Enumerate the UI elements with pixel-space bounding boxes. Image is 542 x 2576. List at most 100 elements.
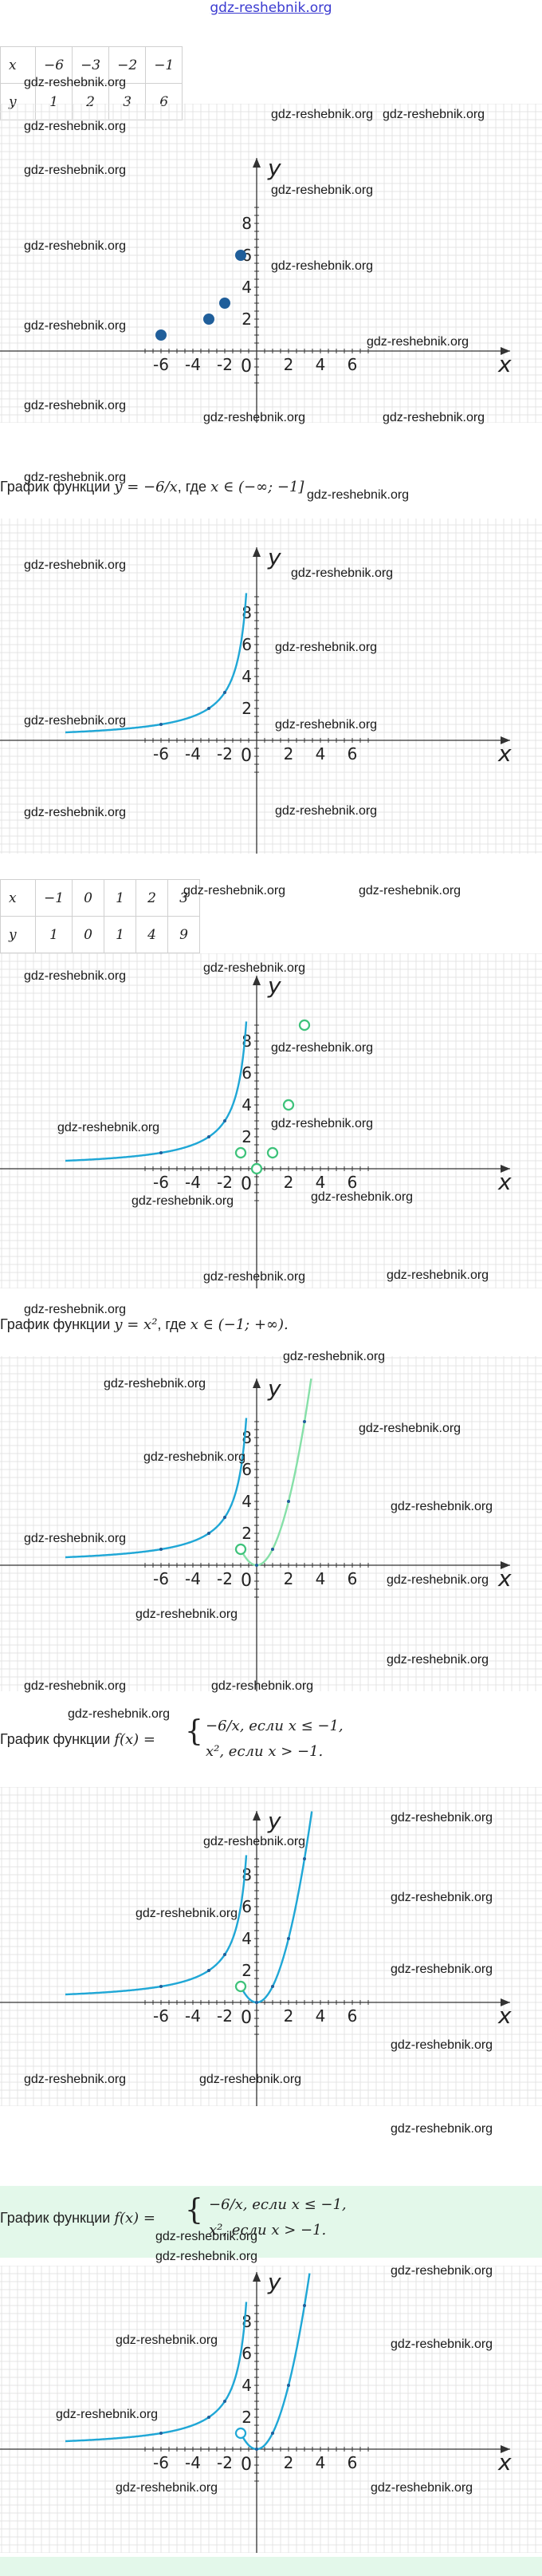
y-axis-label: y [267, 2269, 281, 2295]
x-tick-label: -6 [153, 1569, 169, 1588]
x-tick-label: -4 [185, 1569, 201, 1588]
watermark-text: gdz-reshebnik.org [391, 1891, 493, 1904]
watermark-text: gdz-reshebnik.org [391, 2337, 493, 2351]
x-tick-label: 2 [284, 1569, 294, 1588]
curve-point [207, 707, 210, 710]
x-tick-label: 4 [316, 2006, 326, 2026]
watermark-text: gdz-reshebnik.org [387, 1268, 489, 1282]
curve-point [223, 1516, 226, 1519]
data-point [266, 1146, 279, 1159]
table-cell: 1 [104, 916, 137, 953]
parabola-curve [240, 2273, 311, 2451]
curve-point [271, 2432, 274, 2435]
hyperbola-curve [239, 593, 248, 645]
watermark-text: gdz-reshebnik.org [57, 1121, 160, 1134]
table-cell: 0 [72, 916, 105, 953]
data-point [219, 298, 230, 309]
curve-point [159, 2432, 163, 2435]
data-point [234, 1146, 247, 1159]
watermark-text: gdz-reshebnik.org [68, 1707, 171, 1721]
watermark-text: gdz-reshebnik.org [291, 566, 394, 580]
x-tick-label: 6 [348, 1173, 358, 1192]
curve-point [271, 1985, 274, 1988]
hyperbola-curve [65, 644, 242, 734]
hyperbola-curve [65, 1072, 242, 1162]
table-header-y: y [0, 916, 36, 953]
table-cell: 2 [136, 879, 169, 917]
hyperbola-curve [65, 1469, 242, 1559]
x-tick-label: -2 [217, 2006, 233, 2026]
watermark-text: gdz-reshebnik.org [24, 471, 127, 484]
site-title-link[interactable]: gdz-reshebnik.org [210, 0, 332, 16]
data-point [235, 250, 246, 261]
x-tick-label: 6 [348, 744, 358, 763]
y-axis-arrow-icon [253, 158, 261, 168]
watermark-text: gdz-reshebnik.org [383, 108, 485, 121]
y-axis-arrow-icon [253, 2272, 261, 2282]
x-tick-label: -2 [217, 355, 233, 374]
table-cell: −1 [34, 879, 73, 917]
watermark-text: gdz-reshebnik.org [203, 961, 306, 975]
y-tick-label: 2 [242, 1524, 252, 1543]
curve-point [223, 2400, 226, 2403]
caption-4-prefix: График функции [0, 2210, 115, 2226]
watermark-text: gdz-reshebnik.org [136, 1907, 238, 1920]
caption-2-domain: x ∈ (−1; +∞). [190, 1316, 289, 1333]
graph-4-hyperbola-parabola: -6 -4 -2 2 4 6 2 4 6 8 0 x y [0, 1356, 542, 1691]
y-axis-arrow-icon [253, 1379, 261, 1388]
x-tick-label: 2 [284, 1173, 294, 1192]
curve-point [223, 691, 226, 694]
caption-1-mid: , где [177, 479, 211, 495]
caption-1-domain: x ∈ (−∞; −1] [210, 479, 304, 495]
x-tick-label: -4 [185, 355, 201, 374]
watermark-text: gdz-reshebnik.org [24, 76, 127, 89]
caption-4-math: f(x) = [114, 2210, 156, 2227]
watermark-text: gdz-reshebnik.org [271, 1041, 374, 1055]
x-tick-label: -6 [153, 355, 169, 374]
watermark-text: gdz-reshebnik.org [24, 558, 127, 572]
caption-2-prefix: График функции [0, 1316, 115, 1332]
watermark-text: gdz-reshebnik.org [359, 884, 461, 897]
origin-label: 0 [241, 1571, 252, 1591]
origin-label: 0 [241, 1174, 252, 1194]
watermark-text: gdz-reshebnik.org [383, 411, 485, 424]
piece-1: −6/x, если x ≤ −1, [209, 2196, 347, 2213]
table-cell: 0 [72, 879, 105, 917]
y-axis-label: y [267, 1375, 281, 1402]
values-table-2: x −1 0 1 2 3 y 1 0 1 4 9 [0, 879, 201, 953]
table-cell: 1 [104, 879, 137, 917]
curve-point [303, 2304, 306, 2307]
watermark-text: gdz-reshebnik.org [24, 2073, 127, 2086]
curve-point [207, 1969, 210, 1972]
y-tick-label: 4 [242, 1929, 252, 1948]
table-cell: 6 [145, 83, 183, 120]
curve-point [223, 1953, 226, 1956]
graph-3-hyperbola-parabola-points: -6 -4 -2 2 4 6 2 4 6 8 0 x y [0, 953, 542, 1288]
x-tick-label: -6 [153, 2453, 169, 2472]
y-axis-label: y [267, 1808, 281, 1834]
y-axis-arrow-icon [253, 1811, 261, 1821]
origin-label: 0 [241, 2008, 252, 2028]
x-tick-label: 4 [316, 744, 326, 763]
x-tick-label: -4 [185, 2453, 201, 2472]
caption-1-prefix: График функции [0, 479, 115, 495]
watermark-text: gdz-reshebnik.org [203, 411, 306, 424]
y-tick-label: 8 [242, 214, 252, 233]
curve-point [159, 723, 163, 726]
caption-1-math: y = −6/x [114, 479, 178, 495]
bottom-highlight [0, 2557, 542, 2576]
table-row: x −6 −3 −2 −1 [0, 46, 183, 84]
watermark-text: gdz-reshebnik.org [387, 1573, 489, 1587]
x-tick-label: -4 [185, 1173, 201, 1192]
watermark-text: gdz-reshebnik.org [132, 1194, 234, 1208]
piece-2: x², если x > −1. [206, 1743, 324, 1760]
x-axis-label: x [497, 2002, 512, 2029]
caption-1: График функции y = −6/x, где x ∈ (−∞; −1… [0, 479, 304, 495]
watermark-text: gdz-reshebnik.org [359, 1422, 461, 1435]
curve-point [223, 1119, 226, 1122]
watermark-text: gdz-reshebnik.org [199, 2073, 302, 2086]
y-axis-arrow-icon [253, 547, 261, 557]
x-tick-label: 4 [316, 2453, 326, 2472]
watermark-text: gdz-reshebnik.org [391, 1811, 493, 1825]
hyperbola-curve [65, 2353, 242, 2443]
